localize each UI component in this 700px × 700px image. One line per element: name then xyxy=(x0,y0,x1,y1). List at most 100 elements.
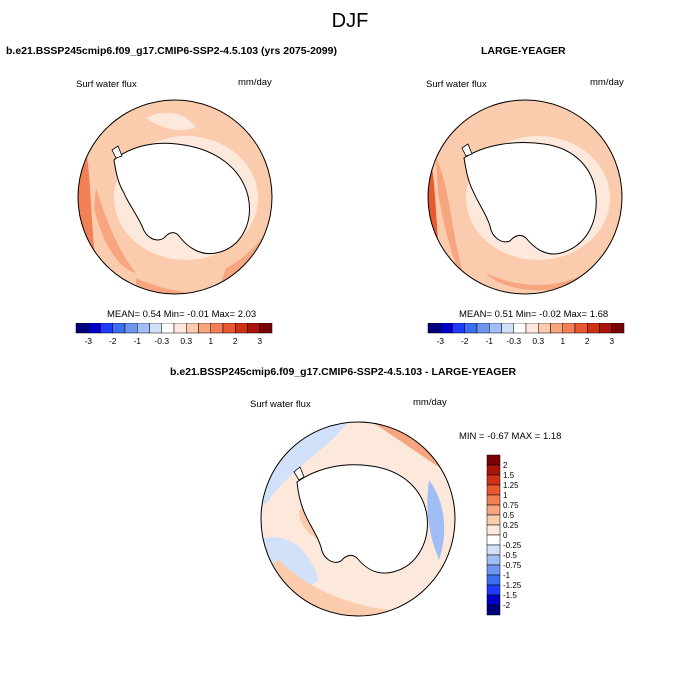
colorbar-tick-label: 3 xyxy=(609,336,614,346)
panel2-mean-label: MEAN= xyxy=(459,309,492,320)
colorbar-swatch xyxy=(486,484,501,496)
panel1-max-label: Max= xyxy=(211,309,236,320)
colorbar-tick-label: 0.25 xyxy=(503,521,519,530)
colorbar-swatch xyxy=(599,323,612,334)
colorbar-swatch xyxy=(486,454,501,466)
colorbar-swatch xyxy=(611,323,625,334)
panel2-max-label: Max= xyxy=(563,309,588,320)
colorbar-tick-label: -2 xyxy=(503,601,511,610)
colorbar-swatch xyxy=(452,323,465,334)
panel3-map xyxy=(260,421,456,617)
colorbar-swatch xyxy=(486,554,501,566)
colorbar-swatch xyxy=(186,323,199,334)
colorbar-tick-label: -3 xyxy=(436,336,444,346)
colorbar-tick-label: 1 xyxy=(208,336,213,346)
colorbar-swatch xyxy=(486,514,501,526)
panel1-min-label: Min= xyxy=(163,309,185,320)
colorbar-swatch xyxy=(538,323,551,334)
panel2-units: mm/day xyxy=(590,77,624,88)
colorbar-swatch xyxy=(587,323,600,334)
colorbar-tick-label: 0 xyxy=(503,531,508,540)
colorbar-tick-label: 2 xyxy=(503,461,508,470)
colorbar-tick-label: -2 xyxy=(109,336,117,346)
colorbar-tick-label: -0.25 xyxy=(503,541,522,550)
colorbar-swatch xyxy=(486,494,501,506)
colorbar-swatch xyxy=(486,464,501,476)
colorbar-swatch xyxy=(525,323,539,334)
colorbar-swatch xyxy=(489,323,502,334)
panel1-mean-label: MEAN= xyxy=(107,309,140,320)
colorbar-tick-label: -0.3 xyxy=(154,336,169,346)
panel3-units: mm/day xyxy=(413,397,447,408)
colorbar-tick-label: 3 xyxy=(257,336,262,346)
colorbar-swatch xyxy=(486,564,501,576)
colorbar-tick-label: 0.3 xyxy=(180,336,192,346)
colorbar-swatch xyxy=(464,323,478,334)
colorbar-swatch xyxy=(75,323,89,334)
panel3-variable: Surf water flux xyxy=(250,399,311,410)
colorbar-swatch xyxy=(513,323,527,334)
panel1-colorbar: -3 -2 -1 -0.3 0.3 1 2 3 xyxy=(75,323,273,346)
colorbar-swatch xyxy=(476,323,490,334)
panel2-variable: Surf water flux xyxy=(426,79,487,90)
panel1-max: 2.03 xyxy=(237,309,257,320)
panel2-map xyxy=(427,99,623,295)
colorbar-swatch xyxy=(486,534,501,546)
panel1-units: mm/day xyxy=(238,77,272,88)
panel3-min: -0.67 xyxy=(487,431,509,442)
panel1-mean: 0.54 xyxy=(142,309,162,320)
colorbar-swatch xyxy=(574,323,588,334)
colorbar-tick-label: 1 xyxy=(503,491,508,500)
colorbar-swatch xyxy=(161,323,175,334)
panel2-min-label: Min= xyxy=(515,309,537,320)
colorbar-swatch xyxy=(501,323,514,334)
panel3-min-label: MIN = xyxy=(459,431,485,442)
colorbar-swatch xyxy=(550,323,563,334)
colorbar-tick-label: 0.5 xyxy=(503,511,515,520)
colorbar-tick-label: -3 xyxy=(84,336,92,346)
colorbar-swatch xyxy=(124,323,138,334)
colorbar-swatch xyxy=(222,323,236,334)
colorbar-swatch xyxy=(486,574,501,586)
colorbar-tick-label: 0.3 xyxy=(532,336,544,346)
colorbar-swatch xyxy=(562,323,576,334)
colorbar-tick-label: 1.25 xyxy=(503,481,519,490)
panel2-colorbar: -3 -2 -1 -0.3 0.3 1 2 3 xyxy=(427,323,625,346)
colorbar-swatch xyxy=(173,323,187,334)
colorbar-swatch xyxy=(486,474,501,486)
panel2-mean: 0.51 xyxy=(494,309,514,320)
colorbar-swatch xyxy=(112,323,126,334)
colorbar-tick-label: -1.25 xyxy=(503,581,522,590)
colorbar-swatch xyxy=(486,524,501,536)
panel1-stats: MEAN= 0.54 Min= -0.01 Max= 2.03 xyxy=(107,309,256,320)
panel2-stats: MEAN= 0.51 Min= -0.02 Max= 1.68 xyxy=(459,309,608,320)
colorbar-tick-label: -1 xyxy=(503,571,511,580)
colorbar-swatch xyxy=(247,323,260,334)
colorbar-swatch xyxy=(149,323,162,334)
colorbar-tick-label: -1 xyxy=(485,336,493,346)
colorbar-tick-label: -2 xyxy=(461,336,469,346)
panel1-map xyxy=(77,99,273,295)
colorbar-swatch xyxy=(486,604,501,616)
colorbar-swatch xyxy=(486,544,501,556)
colorbar-swatch xyxy=(259,323,273,334)
colorbar-tick-label: -0.3 xyxy=(506,336,521,346)
panel3-max: 1.18 xyxy=(542,431,562,442)
colorbar-tick-label: 1 xyxy=(560,336,565,346)
colorbar-tick-label: 1.5 xyxy=(503,471,515,480)
colorbar-swatch xyxy=(198,323,211,334)
panel3-title: b.e21.BSSP245cmip6.f09_g17.CMIP6-SSP2-4.… xyxy=(170,366,517,378)
panel3-stats: MIN = -0.67 MAX = 1.18 xyxy=(459,431,561,442)
panel3-colorbar: 21.51.2510.750.50.250-0.25-0.5-0.75-1-1.… xyxy=(486,454,522,616)
colorbar-swatch xyxy=(486,504,501,516)
colorbar-swatch xyxy=(486,584,501,596)
figure-title: DJF xyxy=(331,10,369,32)
colorbar-swatch xyxy=(88,323,101,334)
colorbar-swatch xyxy=(100,323,113,334)
colorbar-tick-label: -1 xyxy=(133,336,141,346)
panel1-variable: Surf water flux xyxy=(76,79,137,90)
panel1-title: b.e21.BSSP245cmip6.f09_g17.CMIP6-SSP2-4.… xyxy=(6,45,337,57)
panel3-max-label: MAX = xyxy=(511,431,541,442)
colorbar-tick-label: -1.5 xyxy=(503,591,517,600)
colorbar-tick-label: -0.75 xyxy=(503,561,522,570)
